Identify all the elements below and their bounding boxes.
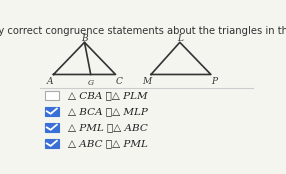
Text: Select any correct congruence statements about the triangles in the diagram.: Select any correct congruence statements… [0,26,286,36]
Text: P: P [211,77,217,86]
Text: △ ABC ≅△ PML: △ ABC ≅△ PML [68,139,148,148]
FancyBboxPatch shape [45,107,59,116]
FancyBboxPatch shape [45,91,59,100]
Text: G: G [88,78,94,86]
Text: M: M [142,77,152,86]
Text: △ BCA ≅△ MLP: △ BCA ≅△ MLP [68,107,148,116]
FancyBboxPatch shape [45,123,59,132]
Text: △ CBA ≅△ PLM: △ CBA ≅△ PLM [68,91,148,100]
Text: A: A [47,77,53,86]
Text: △ PML ≅△ ABC: △ PML ≅△ ABC [68,123,148,132]
FancyBboxPatch shape [45,139,59,148]
Text: L: L [177,34,183,43]
Text: B: B [81,34,88,43]
Text: C: C [116,77,122,86]
